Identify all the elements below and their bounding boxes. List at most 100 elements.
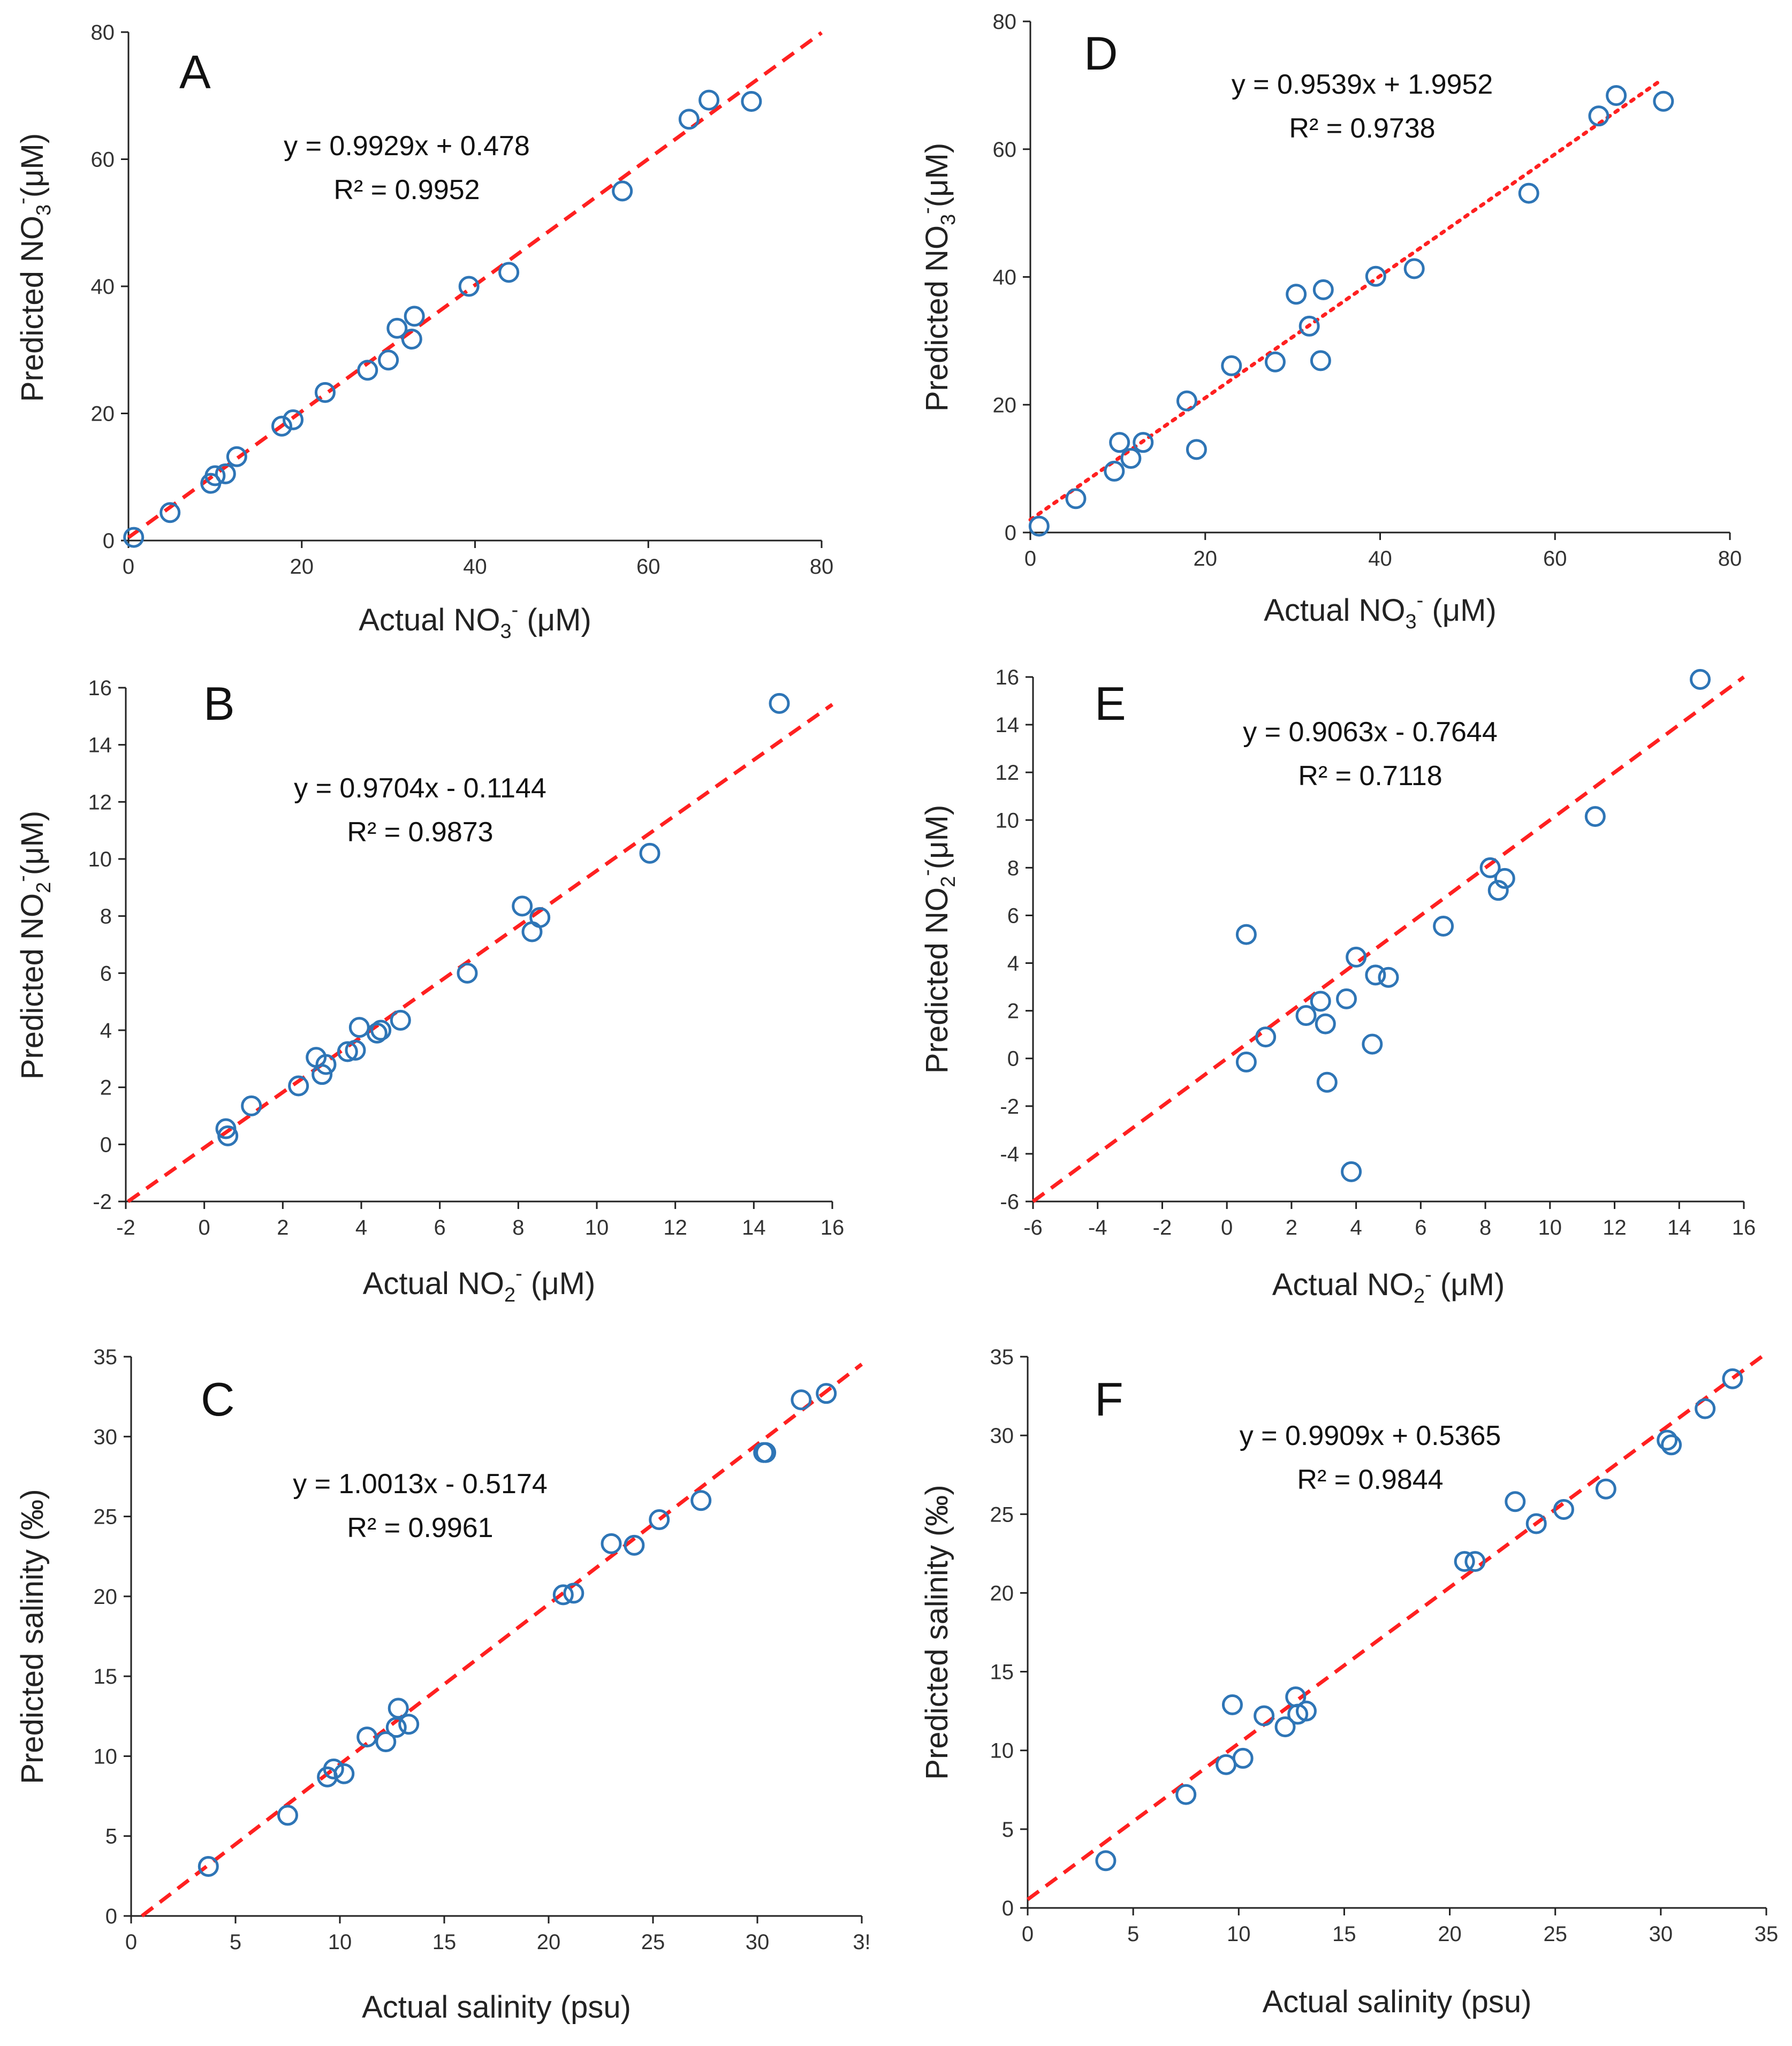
data-point — [1403, 258, 1425, 279]
x-tick-label: 0 — [1221, 1216, 1233, 1239]
data-point — [498, 262, 520, 283]
data-point — [1433, 916, 1454, 937]
x-tick-label: 30 — [746, 1930, 770, 1954]
y-tick-label: 12 — [996, 761, 1020, 785]
x-tick-label: 0 — [1022, 1922, 1034, 1946]
y-tick-label: 20 — [94, 1585, 118, 1609]
y-tick-label: -6 — [1000, 1190, 1019, 1214]
data-point — [1120, 448, 1142, 469]
panel-letter: C — [201, 1373, 235, 1426]
x-tick-label: 0 — [199, 1216, 210, 1239]
x-tick-label: 0 — [125, 1930, 137, 1954]
y-tick-label: 0 — [103, 529, 115, 553]
data-point — [1133, 432, 1154, 453]
data-point — [217, 1125, 239, 1146]
x-axis-title: Actual NO3- (μM) — [1264, 589, 1497, 633]
x-tick-label: 20 — [537, 1930, 561, 1954]
panel-f: 0 5 10 15 20 25 30 35 0 5 10 15 20 25 30 35 Fy = 0.9909x… — [920, 1345, 1778, 2019]
x-tick-label: 8 — [1479, 1216, 1491, 1239]
data-point — [312, 1064, 333, 1085]
panel-e: -6 -4 -2 0 2 4 6 8 10 12 14 16 -6 -4 -2 0 2 4 6 8 10 12 14 16 Ey… — [916, 666, 1756, 1307]
y-tick-label: 8 — [100, 905, 112, 929]
x-tick-label: 20 — [1194, 547, 1218, 571]
data-point — [1595, 1478, 1616, 1500]
y-axis-title: Predicted NO2-(μM) — [11, 811, 55, 1079]
data-point — [1494, 868, 1515, 889]
data-point — [1235, 924, 1257, 945]
data-point — [1341, 1161, 1362, 1182]
data-point — [1365, 964, 1386, 986]
x-tick-label: 4 — [355, 1216, 367, 1239]
data-point — [1310, 350, 1331, 371]
panel-letter: B — [203, 677, 235, 730]
regression-equation: y = 0.9539x + 1.9952 — [1232, 69, 1493, 100]
data-point — [1295, 1700, 1317, 1722]
data-point — [1221, 1694, 1243, 1715]
r-squared-label: R² = 0.9738 — [1289, 113, 1435, 144]
x-tick-label: 10 — [1538, 1216, 1562, 1239]
trendline — [141, 1363, 863, 1918]
data-point — [1661, 1434, 1682, 1456]
y-axis-title: Predicted NO2-(μM) — [916, 805, 960, 1074]
trendline — [1031, 675, 1745, 1203]
y-tick-label: 60 — [91, 148, 115, 172]
data-point — [271, 415, 293, 437]
data-point — [288, 1075, 309, 1097]
y-tick-label: 14 — [88, 734, 112, 757]
x-tick-label: 40 — [463, 555, 487, 579]
data-point — [357, 360, 378, 381]
y-tick-label: 14 — [996, 713, 1020, 737]
data-point — [1221, 355, 1242, 376]
data-point — [241, 1095, 262, 1116]
data-point — [404, 306, 425, 327]
y-tick-label: 10 — [990, 1739, 1014, 1763]
data-point — [375, 1731, 397, 1753]
x-tick-label: 15 — [432, 1930, 457, 1954]
x-tick-label: 6 — [434, 1216, 446, 1239]
y-tick-label: 0 — [1002, 1897, 1014, 1920]
data-point — [552, 1584, 574, 1606]
data-point — [198, 1855, 219, 1877]
x-tick-label: -2 — [116, 1216, 135, 1239]
y-tick-label: 6 — [100, 962, 112, 985]
data-point — [512, 895, 533, 917]
data-point — [1255, 1026, 1277, 1048]
y-tick-label: 60 — [993, 138, 1017, 162]
panel-d: 0 20 40 60 80 0 20 40 60 80 Dy = 0.9539x + 1.9952 R… — [916, 10, 1742, 633]
data-point — [769, 693, 790, 714]
y-tick-label: 25 — [990, 1503, 1014, 1526]
x-tick-label: 20 — [1438, 1922, 1462, 1946]
data-point — [639, 842, 660, 864]
panel-b: -2 0 2 4 6 8 10 12 14 16 -2 0 2 4 6 8 10 12 14 16 By = 0.970… — [11, 676, 844, 1306]
data-point — [1695, 1398, 1716, 1419]
data-point — [698, 89, 720, 111]
x-tick-label: 25 — [1543, 1922, 1567, 1946]
x-tick-label: -6 — [1023, 1216, 1043, 1239]
y-tick-label: 2 — [1007, 1000, 1019, 1023]
y-tick-label: 0 — [105, 1905, 117, 1928]
trendline — [1028, 79, 1662, 522]
data-point — [601, 1533, 622, 1554]
data-point — [1378, 967, 1399, 988]
x-tick-label: 12 — [1603, 1216, 1627, 1239]
data-point — [624, 1534, 645, 1556]
data-point — [283, 409, 304, 430]
y-axis-title: Predicted salinity (‰) — [920, 1485, 954, 1779]
data-point — [160, 502, 181, 523]
x-tick-label: 8 — [512, 1216, 524, 1239]
y-tick-label: 20 — [91, 402, 115, 426]
y-tick-label: -4 — [1000, 1143, 1019, 1166]
data-point — [529, 907, 551, 928]
data-point — [1186, 439, 1207, 460]
y-tick-label: 10 — [88, 848, 112, 871]
data-point — [378, 349, 399, 371]
data-point — [1584, 806, 1606, 827]
x-tick-label: 25 — [641, 1930, 665, 1954]
data-point — [1365, 265, 1386, 287]
x-axis-title: Actual NO2- (μM) — [1272, 1264, 1505, 1307]
data-point — [314, 382, 336, 403]
data-point — [563, 1583, 584, 1604]
x-tick-label: -2 — [1153, 1216, 1172, 1239]
r-squared-label: R² = 0.9844 — [1297, 1464, 1443, 1495]
data-point — [1104, 460, 1125, 482]
